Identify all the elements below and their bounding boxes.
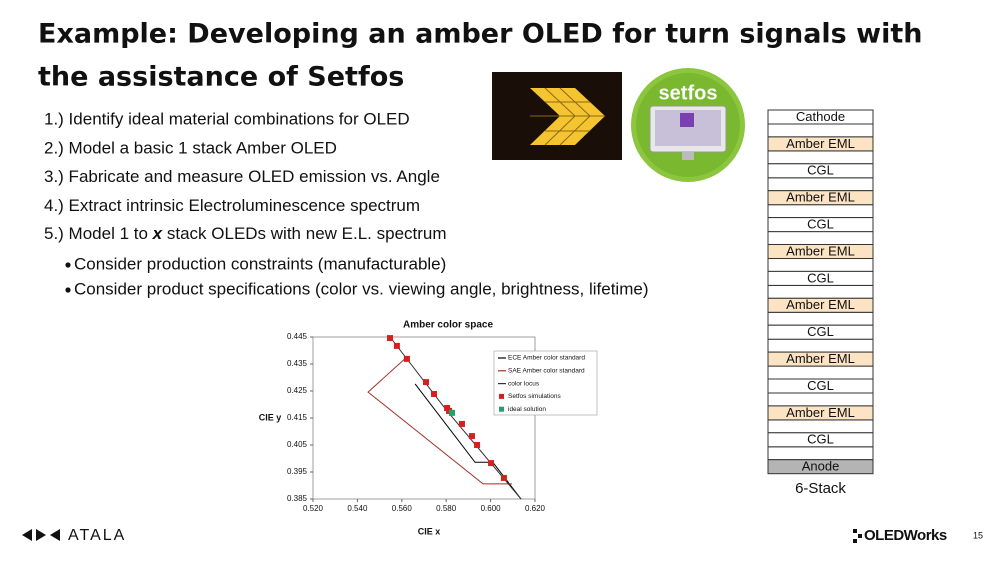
layer-label: Anode (802, 459, 840, 474)
step-emphasis: x (152, 224, 164, 243)
step: 2.) Model a basic 1 stack Amber OLED (44, 138, 337, 157)
layer-label: Amber EML (786, 351, 855, 366)
marker (448, 409, 455, 416)
bullet: Consider product specifications (color v… (74, 279, 648, 298)
layer (767, 297, 874, 313)
y-tick-label: 0.415 (287, 413, 308, 422)
marker (430, 390, 437, 397)
step: 1.) Identify ideal material combinations… (44, 109, 410, 128)
x-tick-label: 0.620 (525, 504, 546, 513)
legend-label: ideal solution (508, 406, 546, 413)
layer-label: CGL (807, 217, 834, 232)
marker (403, 355, 410, 362)
layer (767, 136, 874, 152)
x-tick-label: 0.520 (303, 504, 324, 513)
setfos-logo: setfos (631, 68, 745, 182)
layer-label: CGL (807, 270, 834, 285)
layer-label: Amber EML (786, 405, 855, 420)
legend-box (493, 350, 598, 416)
bullet-dot (65, 262, 71, 268)
layer (767, 378, 874, 394)
bullet: Consider production constraints (manufac… (74, 254, 446, 273)
marker (393, 342, 400, 349)
chart-title: Amber color space (403, 320, 493, 331)
x-axis-label: CIE x (418, 526, 441, 536)
layer (767, 217, 874, 233)
step: 5.) Model 1 to x stack OLEDs with new E.… (44, 224, 447, 243)
y-tick-label: 0.435 (287, 359, 308, 368)
legend-label: SAE Amber color standard (508, 368, 585, 375)
legend-label: Setfos simulations (508, 393, 561, 400)
layer (767, 432, 874, 448)
footer-logo: OLEDWorks (864, 527, 947, 544)
marker (488, 460, 495, 467)
step: 3.) Fabricate and measure OLED emission … (44, 167, 440, 186)
layer (767, 324, 874, 340)
marker (422, 379, 429, 386)
y-tick-label: 0.445 (287, 332, 308, 341)
y-tick-label: 0.405 (287, 440, 308, 449)
step-text: 5.) Model 1 to (44, 224, 153, 243)
bullet-dot (65, 287, 71, 293)
layer-label: CGL (807, 432, 834, 447)
logo-text: setfos (659, 82, 718, 104)
marker (458, 420, 465, 427)
title-line: the assistance of Setfos (38, 62, 404, 93)
turn-signal-image (492, 72, 622, 160)
x-tick-label: 0.540 (347, 504, 368, 513)
oledworks-logo: OLEDWorks (853, 527, 947, 544)
layer-label: Amber EML (786, 190, 855, 205)
legend-label: ECE Amber color standard (508, 355, 585, 362)
x-tick-label: 0.600 (481, 504, 502, 513)
marker (474, 442, 481, 448)
x-tick-label: 0.580 (436, 504, 457, 513)
chart: 0.520 0.540 0.560 0.580 0.600 0.620 0.385 0.395… (259, 320, 598, 536)
layer (767, 459, 874, 475)
y-tick-label: 0.385 (287, 494, 308, 503)
layer-label: CGL (807, 163, 834, 178)
layer (767, 163, 874, 179)
layer-label: CGL (807, 378, 834, 393)
y-tick-label: 0.395 (287, 467, 308, 476)
layer (767, 244, 874, 259)
layer-label: Amber EML (786, 136, 855, 151)
page-number: 15 (973, 530, 983, 540)
layer (767, 270, 874, 286)
legend-swatch (499, 406, 504, 412)
marker (387, 335, 394, 342)
step: 4.) Extract intrinsic Electroluminescenc… (44, 196, 420, 215)
legend-swatch (499, 393, 504, 399)
y-axis-label: CIE y (259, 412, 282, 422)
atala-logo: ATALA (22, 527, 126, 544)
y-tick-label: 0.425 (287, 386, 308, 395)
stack-caption: 6-Stack (795, 480, 846, 497)
layer (767, 405, 874, 421)
marker (500, 474, 507, 481)
legend-label: color locus (508, 380, 540, 387)
footer-logo: ATALA (68, 527, 126, 544)
layer (767, 109, 874, 125)
x-tick-label: 0.560 (392, 504, 413, 513)
title-line: Example: Developing an amber OLED for tu… (38, 19, 922, 50)
layer (767, 190, 874, 206)
layer-label: CGL (807, 324, 834, 339)
series-line (367, 356, 512, 485)
layer-stack: Cathode Amber EML CGL Amber EML CGL Amber EML… (767, 109, 874, 497)
layer-label: Amber EML (786, 243, 855, 258)
layer-label: Amber EML (786, 297, 855, 312)
step-text: stack OLEDs with new E.L. spectrum (162, 224, 446, 243)
layer (767, 351, 874, 367)
marker (468, 433, 475, 440)
layer-label: Cathode (796, 109, 845, 124)
